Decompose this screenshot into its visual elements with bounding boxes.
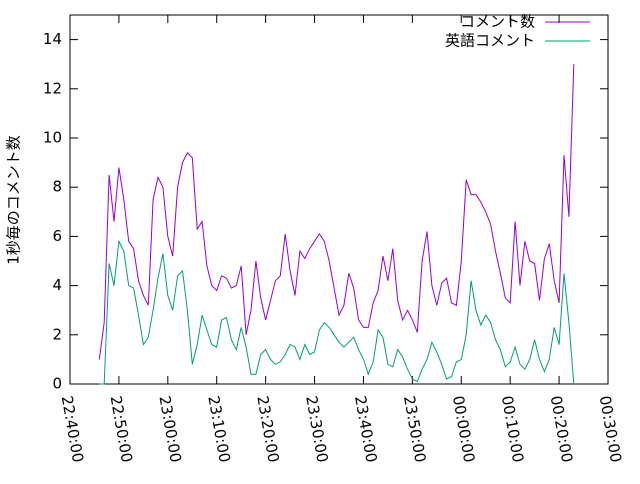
- x-tick-label: 22:50:00: [107, 394, 136, 463]
- x-tick-label: 22:40:00: [58, 394, 87, 463]
- x-tick-label: 23:50:00: [400, 394, 429, 463]
- x-tick-label: 23:10:00: [204, 394, 233, 463]
- legend-label: コメント数: [460, 13, 535, 31]
- x-tick-label: 00:00:00: [449, 394, 478, 463]
- y-tick-label: 10: [43, 129, 62, 147]
- series-line: [99, 239, 575, 385]
- y-tick-label: 14: [43, 30, 62, 48]
- y-tick-label: 6: [52, 227, 62, 245]
- x-tick-label: 23:20:00: [253, 394, 282, 463]
- y-tick-label: 0: [52, 375, 62, 393]
- series-line: [98, 64, 575, 360]
- x-tick-label: 23:30:00: [302, 394, 331, 463]
- y-tick-label: 4: [52, 276, 62, 294]
- x-tick-label: 00:20:00: [547, 394, 576, 463]
- y-tick-label: 8: [52, 178, 62, 196]
- y-tick-label: 2: [52, 325, 62, 343]
- y-tick-label: 12: [43, 79, 62, 97]
- legend-label: 英語コメント: [445, 32, 535, 50]
- x-tick-label: 23:40:00: [351, 394, 380, 463]
- plot-frame: [69, 14, 609, 385]
- y-axis-label: 1秒毎のコメント数: [5, 135, 23, 265]
- x-tick-label: 00:30:00: [596, 394, 625, 463]
- x-tick-label: 23:00:00: [155, 394, 184, 463]
- x-tick-label: 00:10:00: [498, 394, 527, 463]
